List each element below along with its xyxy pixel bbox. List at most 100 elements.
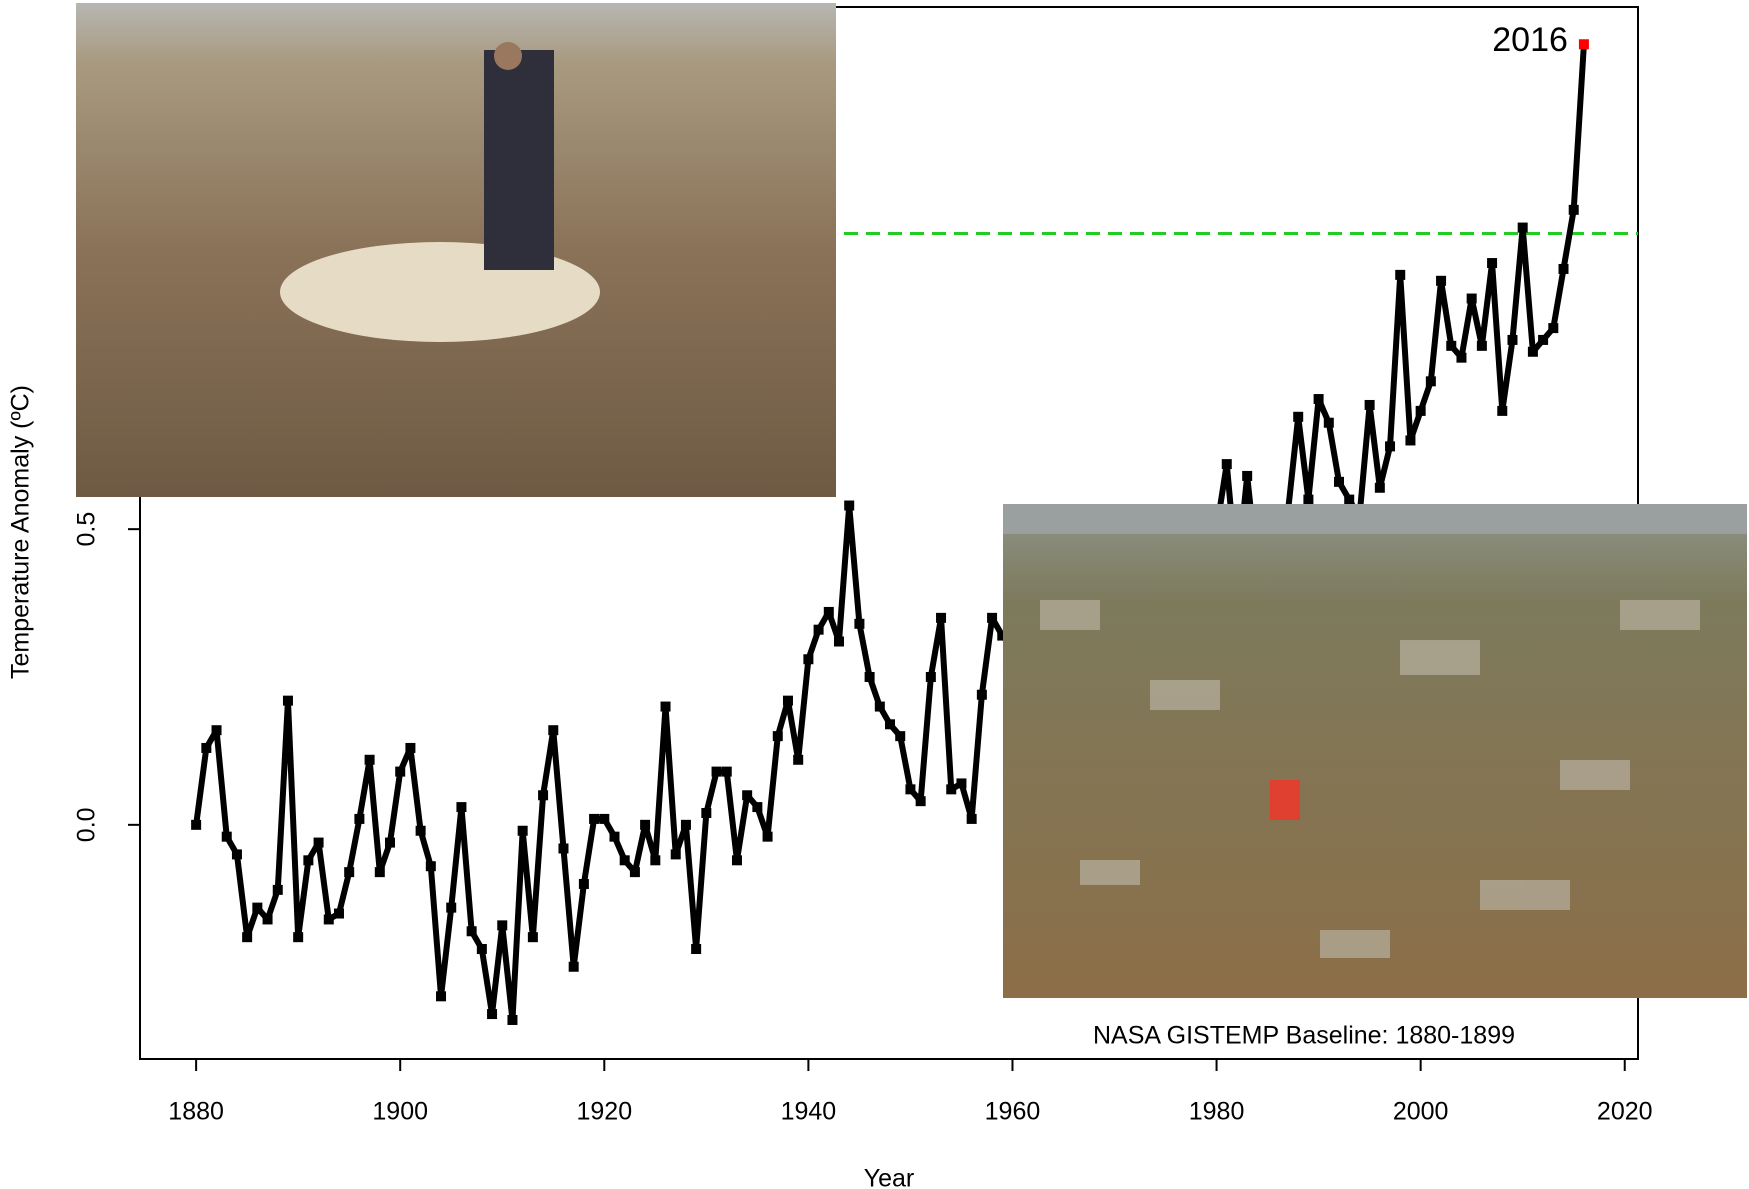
data-point [722,767,732,777]
data-point [895,731,905,741]
data-point [242,932,252,942]
page: {"chart_data": {"type": "line", "x_label… [0,0,1749,1189]
data-point [599,814,609,824]
data-point [977,690,987,700]
data-point [477,944,487,954]
y-tick-label: 0.5 [73,512,101,547]
data-point [538,790,548,800]
data-point [1456,353,1466,363]
data-point [783,696,793,706]
x-tick-label: 1940 [781,1098,837,1126]
data-point [324,914,334,924]
data-point [1242,471,1252,481]
data-point [681,820,691,830]
data-point [1569,205,1579,215]
data-point [824,607,834,617]
data-point [589,814,599,824]
data-point [834,637,844,647]
data-point [956,778,966,788]
data-point [375,867,385,877]
data-point [273,885,283,895]
data-point [701,808,711,818]
x-tick-label: 1960 [985,1098,1041,1126]
data-point [712,767,722,777]
data-point [548,725,558,735]
y-axis-label: Temperature Anomaly (ºC) [7,385,35,679]
annotation: 2016 [1492,21,1568,59]
data-point [579,879,589,889]
data-point [1548,323,1558,333]
data-point [293,932,303,942]
data-point [405,743,415,753]
data-point [650,855,660,865]
data-point [967,814,977,824]
data-point [1477,341,1487,351]
data-point [1314,394,1324,404]
data-point [1507,335,1517,345]
flood-photo [1003,504,1747,998]
x-tick-label: 1920 [576,1098,632,1126]
data-point [1293,412,1303,422]
x-tick-label: 1880 [168,1098,224,1126]
data-point [763,832,773,842]
data-point [691,944,701,954]
data-point [936,613,946,623]
data-point [875,702,885,712]
data-point [1324,418,1334,428]
data-point [201,743,211,753]
data-point [1579,39,1589,49]
data-point [946,784,956,794]
data-point [232,849,242,859]
data-point [905,784,915,794]
data-point [916,796,926,806]
data-point [793,755,803,765]
data-point [732,855,742,865]
data-point [507,1015,517,1025]
data-point [1303,495,1313,505]
x-tick-label: 2000 [1393,1098,1449,1126]
data-point [518,826,528,836]
data-point [252,903,262,913]
data-point [926,672,936,682]
data-point [385,838,395,848]
data-point [885,719,895,729]
data-point [344,867,354,877]
data-point [334,909,344,919]
data-point [844,501,854,511]
data-point [212,725,222,735]
data-point [456,802,466,812]
data-point [1344,495,1354,505]
data-point [1446,341,1456,351]
data-point [467,926,477,936]
data-point [1538,335,1548,345]
chart: 2016 NASA GISTEMP Baseline: 1880-1899 Ye… [0,0,1749,1189]
data-point [1365,400,1375,410]
data-point [671,849,681,859]
y-tick-label: 0.0 [73,807,101,842]
x-tick-label: 2020 [1597,1098,1653,1126]
data-point [487,1009,497,1019]
data-point [742,790,752,800]
x-axis-label: Year [864,1165,915,1189]
data-point [416,826,426,836]
data-point [569,962,579,972]
data-point [426,861,436,871]
data-point [610,832,620,842]
data-point [1416,406,1426,416]
data-point [1405,435,1415,445]
data-point [1528,347,1538,357]
drought-photo [76,3,836,497]
data-point [661,702,671,712]
data-point [987,613,997,623]
data-point [283,696,293,706]
caption: NASA GISTEMP Baseline: 1880-1899 [1093,1022,1515,1050]
data-point [191,820,201,830]
data-point [558,843,568,853]
data-point [222,832,232,842]
data-point [1497,406,1507,416]
data-point [1395,270,1405,280]
x-tick-label: 1900 [372,1098,428,1126]
x-tick-label: 1980 [1189,1098,1245,1126]
data-point [773,731,783,741]
data-point [528,932,538,942]
